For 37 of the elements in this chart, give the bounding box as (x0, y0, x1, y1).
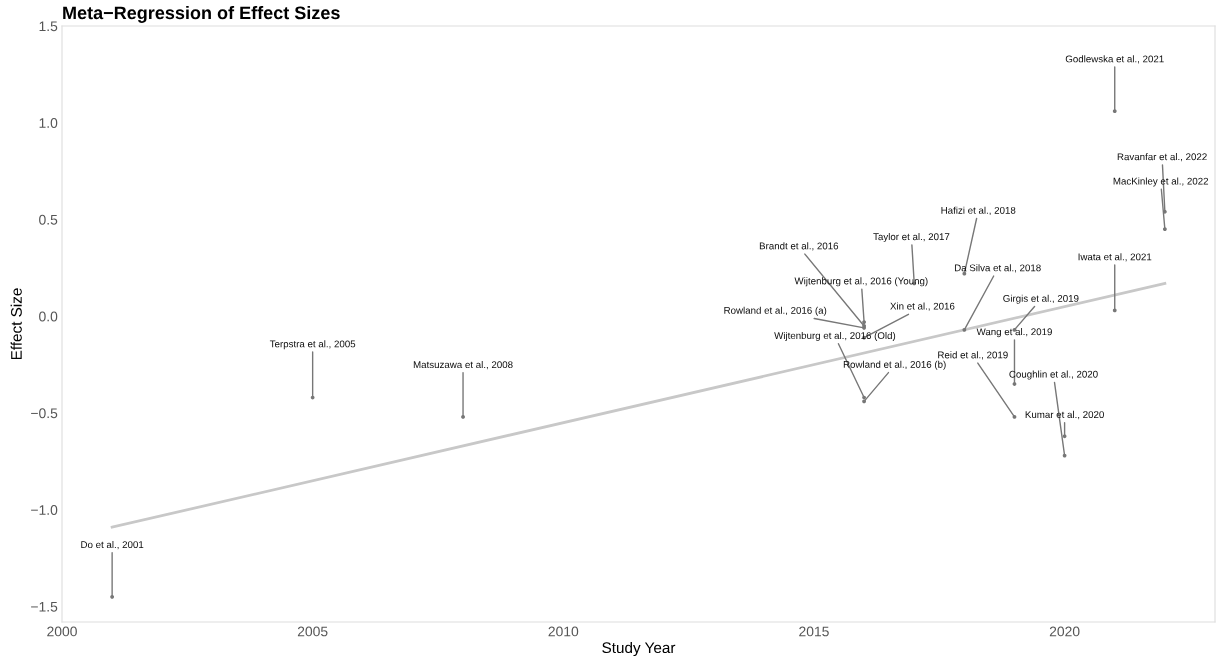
y-tick-label: 1.0 (39, 118, 58, 128)
annotation: Reid et al., 2019 (938, 351, 1008, 360)
x-tick-label: 2010 (548, 626, 579, 637)
annotation: Rowland et al., 2016 (a) (724, 306, 827, 316)
y-tick-label: 0.0 (39, 311, 58, 322)
y-axis-title: Effect Size (10, 288, 22, 360)
annotation: Wijtenburg et al., 2016 (Old) (774, 331, 896, 341)
annotation: Girgis et al., 2019 (1003, 294, 1079, 304)
annotation: Xin et al., 2016 (890, 302, 955, 311)
annotation: Brandt et al., 2016 (759, 242, 839, 251)
x-tick-label: 2020 (1049, 626, 1080, 637)
annotation: Iwata et al., 2021 (1078, 253, 1152, 262)
annotation: Rowland et al., 2016 (b) (843, 360, 946, 370)
annotation: Kumar et al., 2020 (1025, 410, 1104, 420)
annotation: Wijtenburg et al., 2016 (Young) (794, 277, 928, 287)
y-tick-label: −0.5 (31, 408, 58, 419)
chart-title: Meta−Regression of Effect Sizes (63, 5, 340, 23)
annotation: Ravanfar et al., 2022 (1117, 153, 1207, 162)
point (1012, 382, 1017, 386)
point (1162, 227, 1167, 232)
y-tick-label: 0.5 (39, 214, 58, 225)
annotation: Taylor et al., 2017 (873, 233, 950, 243)
annotation: Do et al., 2001 (81, 540, 144, 550)
x-tick-label: 2005 (297, 626, 328, 637)
annotation: Matsuzawa et al., 2008 (413, 360, 513, 370)
y-tick-label: −1.5 (31, 602, 58, 612)
x-axis-title: Study Year (602, 641, 676, 656)
annotation: Da Silva et al., 2018 (954, 264, 1041, 273)
y-tick-label: 1.5 (39, 21, 58, 32)
x-tick-label: 2000 (47, 626, 77, 637)
annotation: Hafizi et al., 2018 (941, 206, 1016, 215)
annotation: Terpstra et al., 2005 (269, 340, 356, 350)
annotation: Wang et al., 2019 (976, 328, 1052, 338)
annotation: Godlewska et al., 2021 (1065, 55, 1164, 64)
y-tick-label: −1.0 (31, 505, 58, 515)
x-tick-label: 2015 (799, 626, 829, 637)
point (1112, 109, 1117, 114)
